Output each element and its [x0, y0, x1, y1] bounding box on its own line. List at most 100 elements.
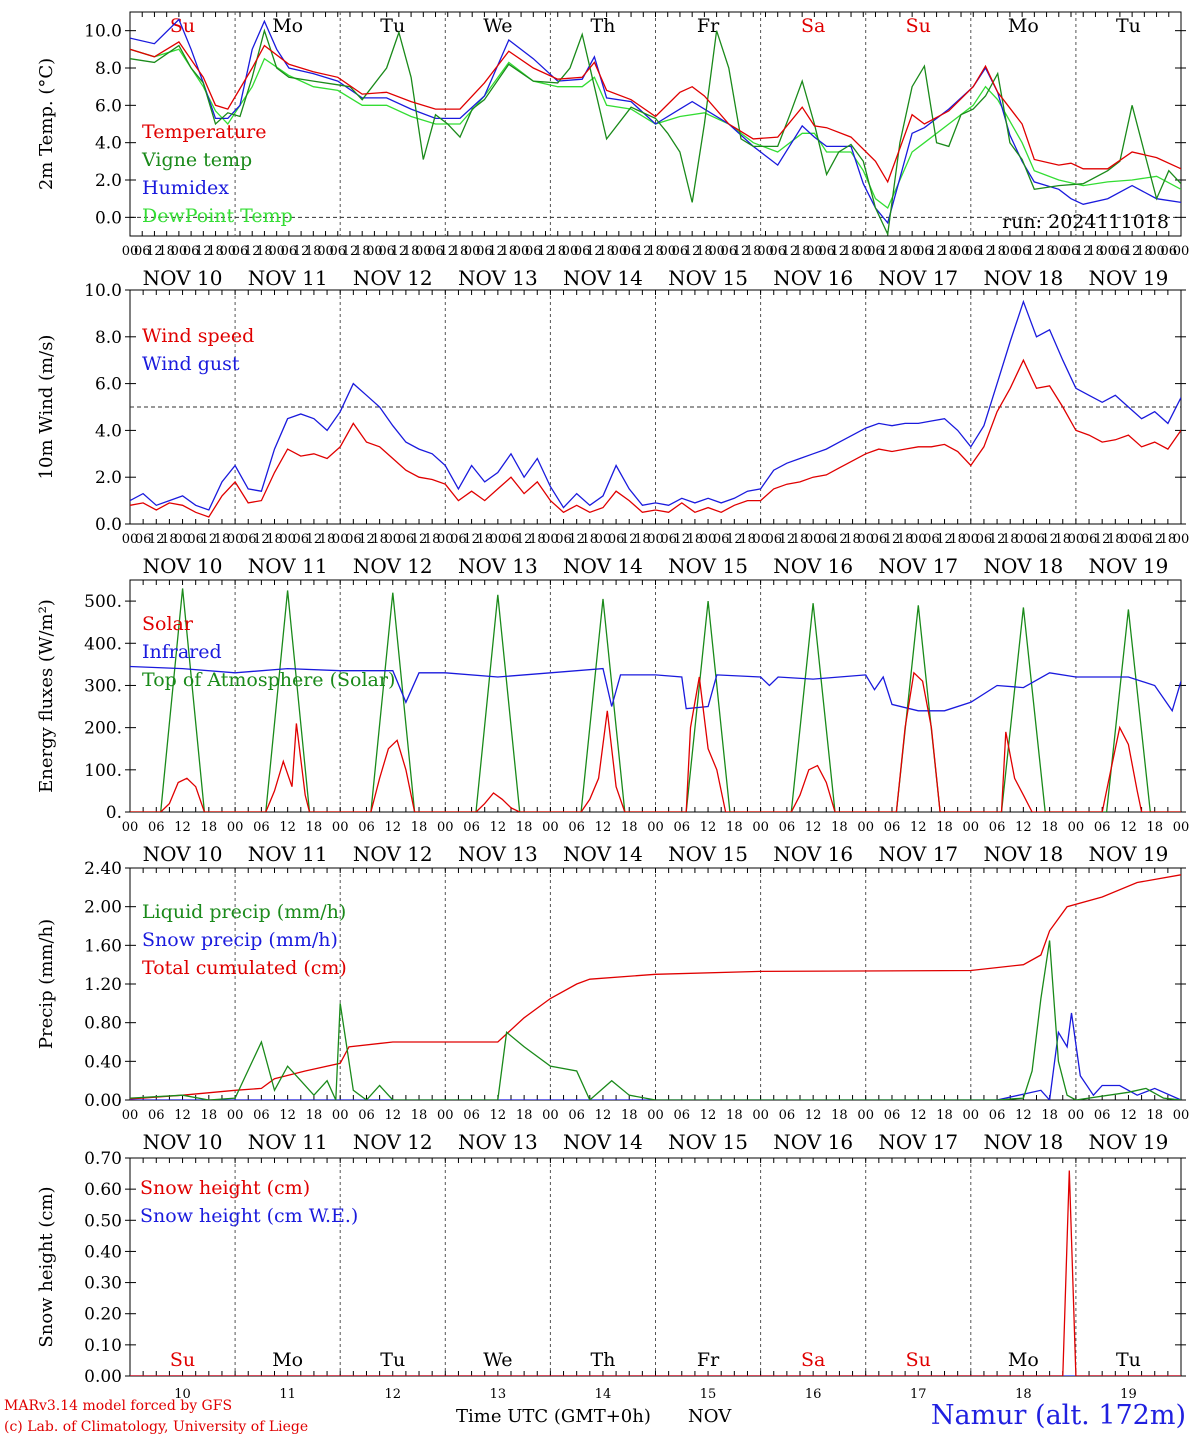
date-label: NOV 10: [143, 266, 223, 290]
hour-tick-label: 00: [1173, 1108, 1190, 1123]
hour-tick-label: 06: [1028, 532, 1045, 547]
y-tick-label: 0.10: [84, 1336, 122, 1356]
y-tick-label: 200.: [84, 719, 122, 739]
panel-5: 0.00 0.10 0.20 0.30 0.40 0.50 0.60 0.70 Snow hei…: [36, 1149, 1186, 1402]
hour-tick-label: 12: [490, 1108, 507, 1123]
series-line: [130, 665, 1181, 713]
weekday-label: Mo: [1008, 15, 1039, 37]
hour-tick-label: 18: [207, 244, 224, 259]
hour-tick-label: 18: [1002, 532, 1019, 547]
legend-entry: Liquid precip (mm/h): [142, 901, 346, 923]
date-label: NOV 18: [983, 266, 1063, 290]
date-label: NOV 17: [878, 1130, 958, 1154]
hour-tick-label: 00: [332, 820, 349, 835]
hour-tick-label: 18: [305, 244, 322, 259]
date-label: NOV 19: [1089, 266, 1169, 290]
legend-entry: Top of Atmosphere (Solar): [142, 669, 395, 691]
hour-tick-label: 06: [568, 1108, 585, 1123]
hour-tick-label: 00: [332, 1108, 349, 1123]
hour-tick-label: 12: [1124, 244, 1141, 259]
hour-tick-label: 06: [574, 244, 591, 259]
hour-tick-label: 00: [805, 532, 822, 547]
y-tick-label: 0.30: [84, 1274, 122, 1294]
hour-tick-label: 00: [122, 532, 139, 547]
hour-tick-label: 00: [227, 532, 244, 547]
y-tick-label: 0.00: [84, 1367, 122, 1387]
hour-tick-label: 18: [1146, 1108, 1163, 1123]
hour-tick-label: 06: [660, 532, 677, 547]
date-label: NOV 11: [248, 842, 328, 866]
hour-tick-label: 06: [989, 1108, 1006, 1123]
hour-tick-label: 18: [371, 532, 388, 547]
date-label: NOV 18: [983, 842, 1063, 866]
date-label: NOV 10: [143, 1130, 223, 1154]
legend-entry: Total cumulated (cm): [142, 957, 347, 979]
y-tick-label: 2.0: [95, 171, 122, 191]
hour-tick-label: 18: [158, 244, 175, 259]
hour-tick-label: 18: [582, 532, 599, 547]
weekday-label: Su: [906, 15, 931, 37]
weekday-label: Mo: [272, 15, 303, 37]
hour-tick-label: 06: [818, 532, 835, 547]
date-label: NOV 17: [878, 266, 958, 290]
hour-tick-label: 12: [805, 1108, 822, 1123]
hour-tick-label: 06: [345, 532, 362, 547]
hour-tick-label: 06: [818, 244, 835, 259]
hour-tick-label: 18: [452, 244, 469, 259]
hour-tick-label: 12: [621, 532, 638, 547]
hour-tick-label: 12: [384, 820, 401, 835]
hour-tick-label: 06: [923, 532, 940, 547]
hour-tick-label: 06: [623, 244, 640, 259]
hour-tick-label: 00: [1068, 532, 1085, 547]
hour-tick-label: 06: [1161, 244, 1178, 259]
hour-tick-label: 06: [293, 532, 310, 547]
hour-tick-label: 06: [965, 244, 982, 259]
legend-entry: Vigne temp: [141, 149, 252, 171]
hour-tick-label: 12: [279, 1108, 296, 1123]
hour-tick-label: 12: [1120, 820, 1137, 835]
hour-tick-label: 18: [897, 532, 914, 547]
hour-tick-label: 00: [227, 1108, 244, 1123]
hour-tick-label: 18: [411, 1108, 428, 1123]
hour-tick-label: 06: [867, 244, 884, 259]
hour-tick-label: 06: [989, 820, 1006, 835]
hour-tick-label: 18: [1087, 244, 1104, 259]
day-number-label: 18: [1015, 1387, 1032, 1402]
hour-tick-label: 06: [1063, 244, 1080, 259]
hour-tick-label: 18: [843, 244, 860, 259]
hour-tick-label: 00: [647, 1108, 664, 1123]
hour-tick-label: 18: [936, 1108, 953, 1123]
hour-tick-label: 18: [621, 1108, 638, 1123]
y-tick-label: 2.0: [95, 468, 122, 488]
weekday-label: Su: [170, 1349, 195, 1371]
hour-tick-label: 18: [319, 532, 336, 547]
hour-tick-label: 06: [674, 820, 691, 835]
hour-tick-label: 18: [598, 244, 615, 259]
weekday-label: Fr: [697, 1349, 720, 1371]
date-label: NOV 11: [248, 266, 328, 290]
hour-tick-label: 18: [214, 532, 231, 547]
hour-tick-label: 00: [1148, 244, 1165, 259]
hour-tick-label: 06: [1014, 244, 1031, 259]
weekday-label: Mo: [1008, 1349, 1039, 1371]
hour-tick-label: 06: [871, 532, 888, 547]
date-label: NOV 16: [773, 554, 853, 578]
hour-tick-label: 12: [384, 1108, 401, 1123]
hour-tick-label: 06: [281, 244, 298, 259]
hour-tick-label: 18: [1107, 532, 1124, 547]
hour-tick-label: 06: [463, 820, 480, 835]
hour-tick-label: 18: [161, 532, 178, 547]
hour-tick-label: 12: [910, 820, 927, 835]
hour-tick-label: 18: [411, 820, 428, 835]
hour-tick-label: 06: [568, 820, 585, 835]
hour-tick-label: 12: [1015, 820, 1032, 835]
hour-tick-label: 18: [201, 1108, 218, 1123]
hour-tick-label: 00: [806, 244, 823, 259]
hour-tick-label: 06: [1112, 244, 1129, 259]
hour-tick-label: 18: [201, 820, 218, 835]
day-number-label: 10: [174, 1387, 191, 1402]
hour-tick-label: 00: [464, 244, 481, 259]
date-label: NOV 15: [668, 842, 748, 866]
hour-tick-label: 00: [855, 244, 872, 259]
hour-tick-label: 06: [240, 532, 257, 547]
